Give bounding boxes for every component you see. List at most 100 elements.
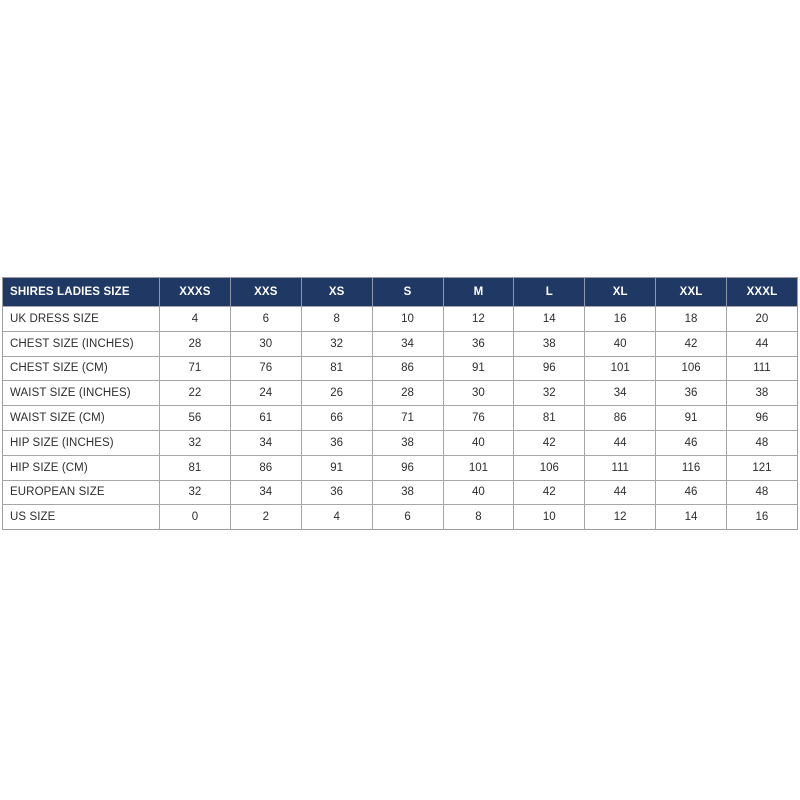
table-cell: 46 (655, 479, 727, 505)
table-cell: 22 (159, 380, 231, 406)
table-cell: 38 (372, 429, 444, 456)
table-row: CHEST SIZE (CM) 71 76 81 86 91 96 101 10… (2, 355, 798, 381)
table-cell: 36 (655, 380, 727, 406)
row-label: HIP SIZE (INCHES) (2, 429, 160, 456)
table-cell: 38 (513, 330, 586, 357)
table-cell: 81 (159, 454, 231, 481)
column-header-xxs: XXS (230, 277, 302, 307)
table-cell: 0 (159, 504, 231, 530)
table-cell: 106 (513, 454, 586, 481)
table-cell: 32 (159, 429, 231, 456)
column-header-xl: XL (584, 277, 657, 307)
table-cell: 116 (655, 454, 727, 481)
table-cell: 26 (301, 380, 373, 406)
table-cell: 34 (230, 479, 302, 505)
table-cell: 48 (726, 479, 798, 505)
table-cell: 30 (230, 330, 302, 357)
table-cell: 14 (513, 306, 586, 332)
row-label: CHEST SIZE (CM) (2, 355, 160, 381)
table-cell: 46 (655, 429, 727, 456)
table-cell: 91 (443, 355, 515, 381)
table-cell: 40 (584, 330, 657, 357)
row-label: WAIST SIZE (CM) (2, 405, 160, 431)
table-cell: 42 (655, 330, 727, 357)
row-label: CHEST SIZE (INCHES) (2, 330, 160, 357)
table-cell: 34 (230, 429, 302, 456)
table-row: UK DRESS SIZE 4 6 8 10 12 14 16 18 20 (2, 306, 798, 332)
table-cell: 86 (584, 405, 657, 431)
table-cell: 48 (726, 429, 798, 456)
table-cell: 96 (513, 355, 586, 381)
table-cell: 71 (372, 405, 444, 431)
table-cell: 76 (230, 355, 302, 381)
table-row: WAIST SIZE (CM) 56 61 66 71 76 81 86 91 … (2, 405, 798, 431)
table-corner-title: SHIRES LADIES SIZE (2, 277, 160, 307)
table-cell: 91 (301, 454, 373, 481)
table-cell: 12 (584, 504, 657, 530)
row-label: EUROPEAN SIZE (2, 479, 160, 505)
table-row: CHEST SIZE (INCHES) 28 30 32 34 36 38 40… (2, 330, 798, 357)
row-label: US SIZE (2, 504, 160, 530)
column-header-xxl: XXL (655, 277, 727, 307)
table-cell: 36 (301, 479, 373, 505)
table-cell: 81 (301, 355, 373, 381)
table-cell: 42 (513, 429, 586, 456)
table-cell: 4 (159, 306, 231, 332)
table-cell: 86 (230, 454, 302, 481)
table-cell: 32 (159, 479, 231, 505)
table-cell: 121 (726, 454, 798, 481)
column-header-xxxl: XXXL (726, 277, 798, 307)
table-cell: 81 (513, 405, 586, 431)
table-cell: 111 (726, 355, 798, 381)
table-body: UK DRESS SIZE 4 6 8 10 12 14 16 18 20 CH… (2, 306, 798, 530)
column-header-xxxs: XXXS (159, 277, 231, 307)
table-cell: 18 (655, 306, 727, 332)
size-chart-container: SHIRES LADIES SIZE XXXS XXS XS S M L XL … (2, 277, 798, 531)
table-row: US SIZE 0 2 4 6 8 10 12 14 16 (2, 504, 798, 530)
table-cell: 36 (301, 429, 373, 456)
table-cell: 28 (159, 330, 231, 357)
table-cell: 10 (513, 504, 586, 530)
table-cell: 56 (159, 405, 231, 431)
table-cell: 34 (584, 380, 657, 406)
table-cell: 14 (655, 504, 727, 530)
table-cell: 12 (443, 306, 515, 332)
table-cell: 24 (230, 380, 302, 406)
table-row: WAIST SIZE (INCHES) 22 24 26 28 30 32 34… (2, 380, 798, 406)
table-row: HIP SIZE (INCHES) 32 34 36 38 40 42 44 4… (2, 429, 798, 456)
table-cell: 91 (655, 405, 727, 431)
table-cell: 44 (726, 330, 798, 357)
column-header-s: S (372, 277, 444, 307)
table-cell: 71 (159, 355, 231, 381)
table-cell: 8 (443, 504, 515, 530)
table-cell: 111 (584, 454, 657, 481)
table-cell: 10 (372, 306, 444, 332)
column-header-xs: XS (301, 277, 373, 307)
table-cell: 42 (513, 479, 586, 505)
table-cell: 34 (372, 330, 444, 357)
table-cell: 32 (301, 330, 373, 357)
table-cell: 86 (372, 355, 444, 381)
column-header-m: M (443, 277, 515, 307)
table-row: HIP SIZE (CM) 81 86 91 96 101 106 111 11… (2, 454, 798, 481)
table-cell: 96 (726, 405, 798, 431)
table-cell: 40 (443, 479, 515, 505)
table-cell: 76 (443, 405, 515, 431)
column-header-l: L (513, 277, 586, 307)
table-header: SHIRES LADIES SIZE XXXS XXS XS S M L XL … (2, 277, 798, 307)
table-cell: 44 (584, 479, 657, 505)
table-cell: 20 (726, 306, 798, 332)
table-row: EUROPEAN SIZE 32 34 36 38 40 42 44 46 48 (2, 479, 798, 505)
table-cell: 106 (655, 355, 727, 381)
table-cell: 2 (230, 504, 302, 530)
table-cell: 16 (726, 504, 798, 530)
table-cell: 61 (230, 405, 302, 431)
table-cell: 101 (443, 454, 515, 481)
table-cell: 28 (372, 380, 444, 406)
table-cell: 38 (726, 380, 798, 406)
row-label: UK DRESS SIZE (2, 306, 160, 332)
table-cell: 30 (443, 380, 515, 406)
table-cell: 36 (443, 330, 515, 357)
table-cell: 40 (443, 429, 515, 456)
ladies-size-chart-table: SHIRES LADIES SIZE XXXS XXS XS S M L XL … (2, 277, 798, 531)
